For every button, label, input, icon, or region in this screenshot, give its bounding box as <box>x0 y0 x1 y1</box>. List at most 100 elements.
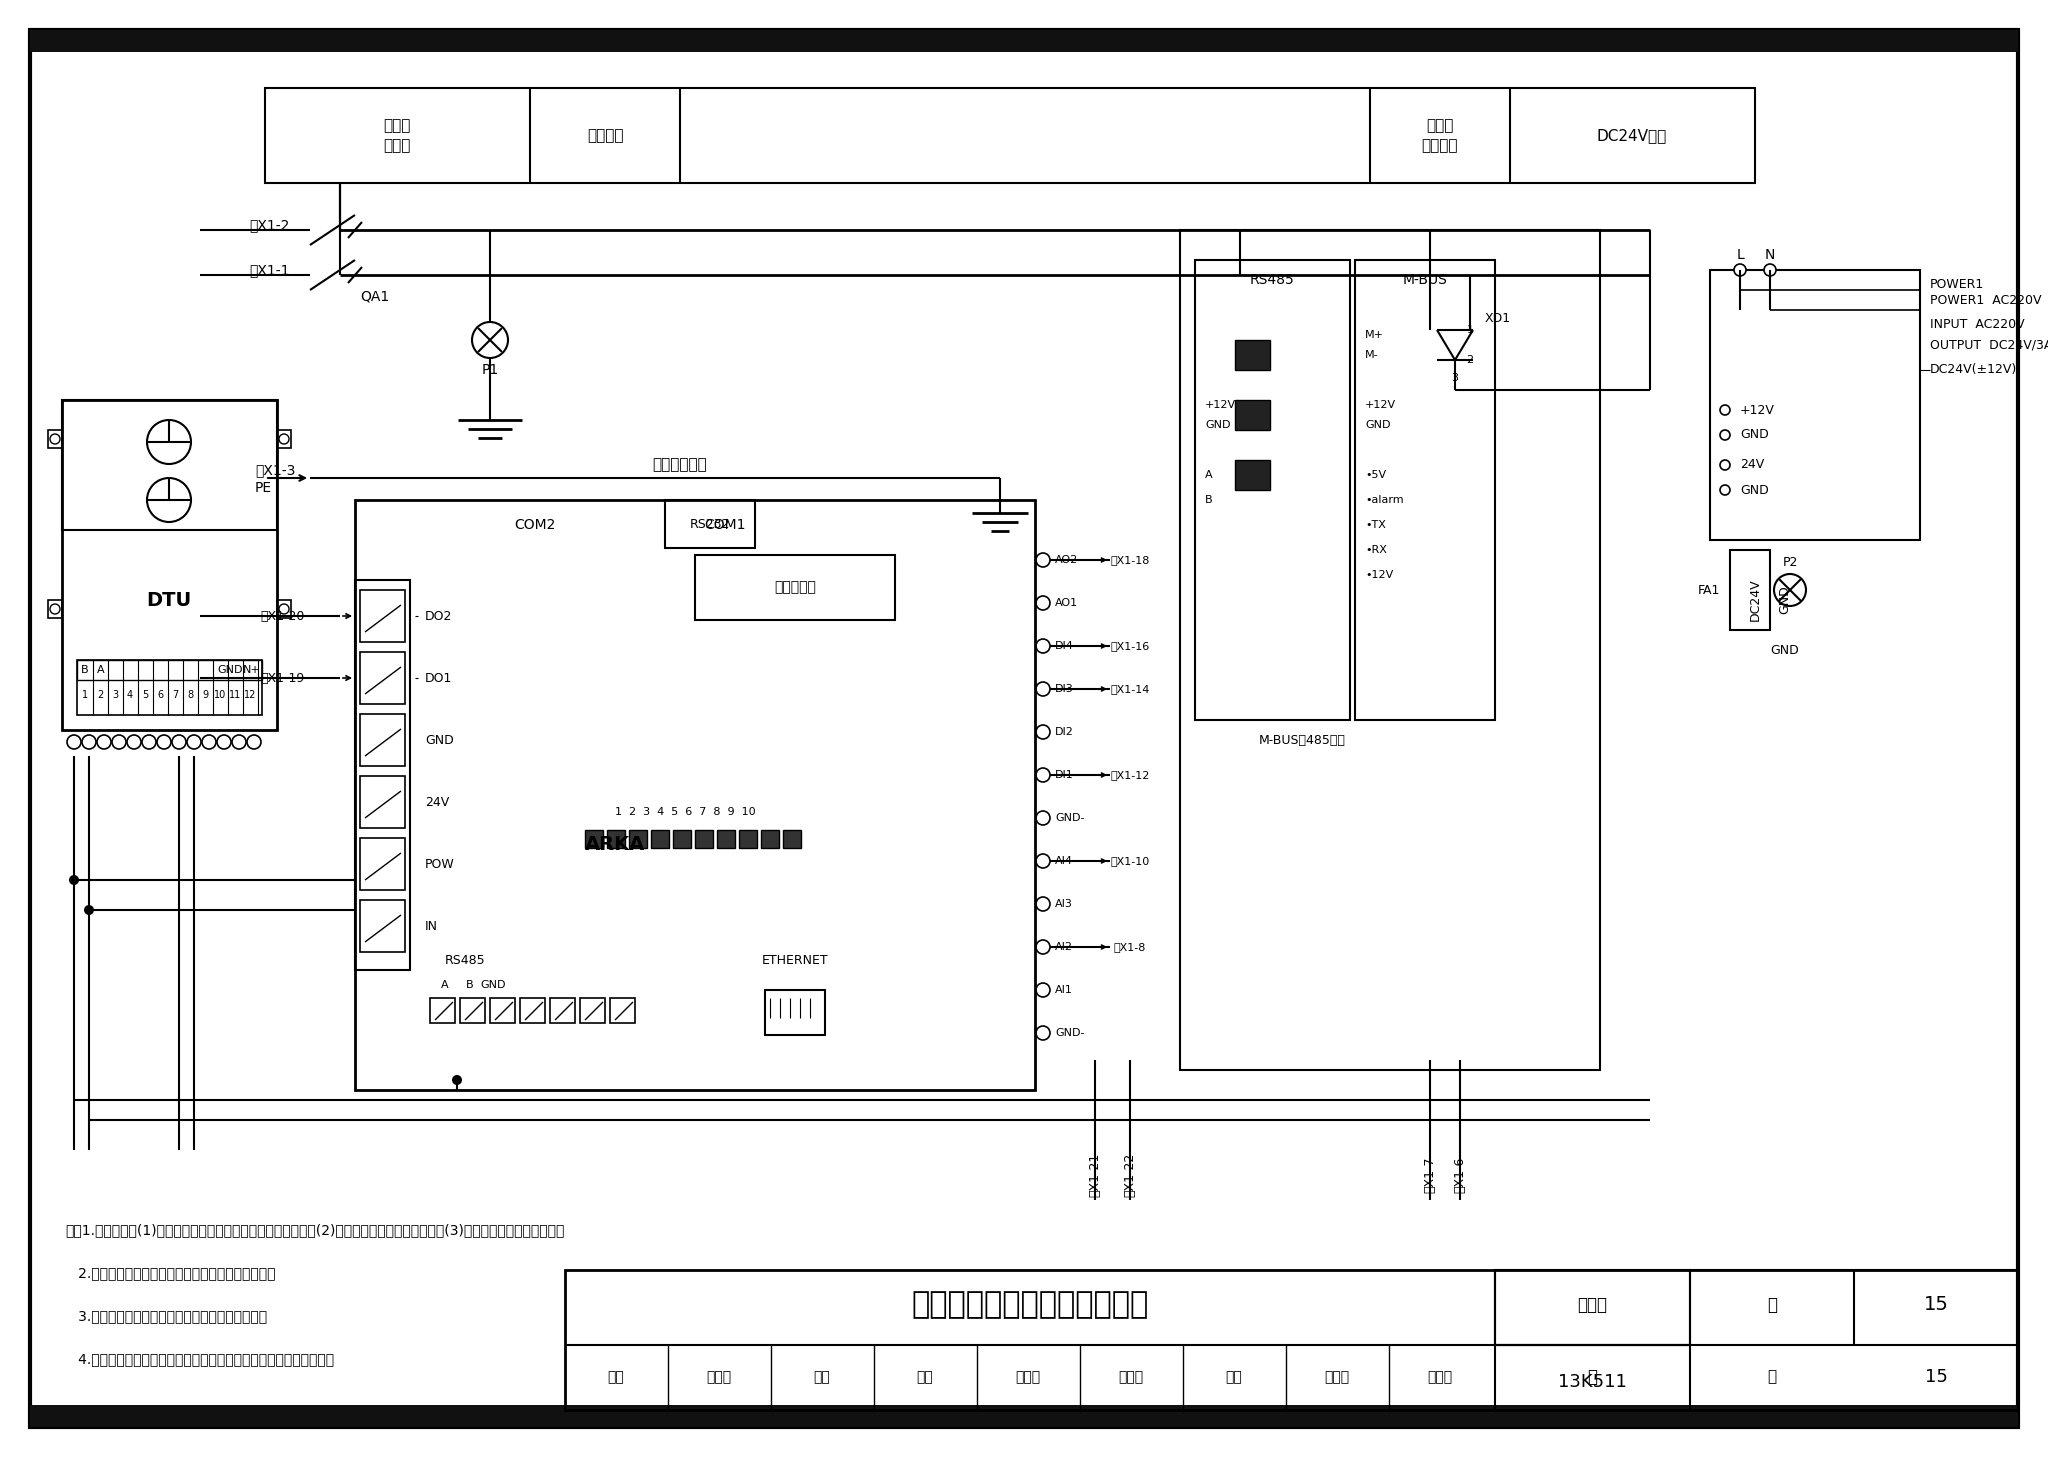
Text: 至X1-2: 至X1-2 <box>250 219 291 232</box>
Bar <box>610 998 635 1023</box>
Bar <box>47 430 61 447</box>
Text: XD1: XD1 <box>1485 312 1511 325</box>
Text: AI2: AI2 <box>1055 943 1073 951</box>
Bar <box>47 600 61 618</box>
Text: 王国毅: 王国毅 <box>707 1370 731 1384</box>
Bar <box>565 1271 2017 1410</box>
Circle shape <box>1763 264 1776 275</box>
Text: 至X1-18: 至X1-18 <box>1110 555 1149 565</box>
Bar <box>1235 339 1270 370</box>
Bar <box>580 998 604 1023</box>
Text: GND: GND <box>1741 484 1769 497</box>
Bar <box>264 87 1755 184</box>
Bar <box>1731 549 1769 629</box>
Text: 2: 2 <box>96 691 102 699</box>
Text: AO2: AO2 <box>1055 555 1077 565</box>
Text: FA1: FA1 <box>1698 583 1720 596</box>
Text: B: B <box>467 981 473 989</box>
Text: 15: 15 <box>1923 1295 1948 1314</box>
Text: 柜内接地母排: 柜内接地母排 <box>653 457 707 472</box>
Text: 单相多级泵系统控制柜电路图: 单相多级泵系统控制柜电路图 <box>911 1291 1149 1320</box>
Text: GND-: GND- <box>1055 1029 1085 1037</box>
Bar <box>461 998 485 1023</box>
Text: 至X1-14: 至X1-14 <box>1110 683 1149 694</box>
Text: GND: GND <box>1772 644 1800 657</box>
Text: 2.可输出控制水泵转速，控制器输出控制水泵启停。: 2.可输出控制水泵转速，控制器输出控制水泵启停。 <box>66 1266 276 1281</box>
Text: A: A <box>96 664 104 675</box>
Bar <box>276 430 291 447</box>
Text: QA1: QA1 <box>360 290 389 305</box>
Text: B: B <box>82 664 88 675</box>
Bar <box>1495 1271 1690 1345</box>
Circle shape <box>1720 430 1731 440</box>
Text: 3.可采集多个模拟量（如温度、压力），并存储。: 3.可采集多个模拟量（如温度、压力），并存储。 <box>66 1308 266 1323</box>
Bar <box>1690 1271 2017 1410</box>
Text: 4: 4 <box>127 691 133 699</box>
Text: 11: 11 <box>229 691 242 699</box>
Text: PE: PE <box>256 481 272 495</box>
Text: B: B <box>1204 495 1212 506</box>
Text: 校对: 校对 <box>918 1370 934 1384</box>
Bar <box>551 998 575 1023</box>
Text: 图集号: 图集号 <box>1577 1295 1608 1314</box>
Text: 调试用: 调试用 <box>1425 118 1454 134</box>
Text: 7: 7 <box>172 691 178 699</box>
Text: •alarm: •alarm <box>1366 495 1403 506</box>
Text: ARKA: ARKA <box>586 835 645 854</box>
Text: 注：1.控制方式：(1)温度控制：室外温度气候补偿、恒温控制；(2)压力控制：恒压、压差控制；(3)手动控制：手动给定频率。: 注：1.控制方式：(1)温度控制：室外温度气候补偿、恒温控制；(2)压力控制：恒… <box>66 1222 565 1237</box>
Bar <box>1356 259 1495 720</box>
Text: 吴晓丹: 吴晓丹 <box>1325 1370 1350 1384</box>
Text: IN: IN <box>426 919 438 932</box>
Bar <box>1180 230 1599 1069</box>
Text: 三孔插座: 三孔插座 <box>1421 138 1458 153</box>
Circle shape <box>1720 485 1731 495</box>
Text: 5: 5 <box>141 691 147 699</box>
Text: P1: P1 <box>481 363 498 377</box>
Bar <box>1235 460 1270 490</box>
Bar <box>694 830 713 848</box>
Circle shape <box>70 876 80 884</box>
Text: 液晶显示屏: 液晶显示屏 <box>774 580 815 594</box>
Text: DI4: DI4 <box>1055 641 1073 651</box>
Text: 钟玺: 钟玺 <box>813 1370 829 1384</box>
Text: 1: 1 <box>82 691 88 699</box>
Text: 页: 页 <box>1767 1370 1776 1384</box>
Bar <box>606 830 625 848</box>
Text: P2: P2 <box>1782 555 1798 568</box>
Text: GND: GND <box>426 733 455 746</box>
Text: GND: GND <box>1366 420 1391 430</box>
Text: 总进线: 总进线 <box>383 118 412 134</box>
Bar <box>586 830 602 848</box>
Text: 至X1-22: 至X1-22 <box>1124 1152 1137 1198</box>
Bar <box>360 838 406 890</box>
Text: 12: 12 <box>244 691 256 699</box>
Text: DO2: DO2 <box>426 609 453 622</box>
Text: GND: GND <box>217 664 244 675</box>
Text: POW: POW <box>426 858 455 870</box>
Text: 3: 3 <box>113 691 119 699</box>
Circle shape <box>453 1075 463 1085</box>
Text: 至X1-3: 至X1-3 <box>256 463 295 476</box>
Bar <box>360 900 406 951</box>
Text: +12V: +12V <box>1366 401 1397 409</box>
Text: POWER1: POWER1 <box>1929 278 1985 291</box>
Text: •12V: •12V <box>1366 570 1393 580</box>
Bar <box>276 600 291 618</box>
Text: 15: 15 <box>1925 1368 1948 1386</box>
Text: ETHERNET: ETHERNET <box>762 953 827 966</box>
Bar <box>1235 401 1270 430</box>
Text: 断路器: 断路器 <box>383 138 412 153</box>
Text: 6: 6 <box>158 691 164 699</box>
Bar <box>31 1405 2017 1426</box>
Text: GND: GND <box>1741 428 1769 441</box>
Text: 至X1-21: 至X1-21 <box>1087 1152 1102 1198</box>
Text: M+: M+ <box>1366 329 1384 339</box>
Text: •5V: •5V <box>1366 471 1386 479</box>
Bar <box>666 500 756 548</box>
Text: 李振宁: 李振宁 <box>1118 1370 1143 1384</box>
Text: 3: 3 <box>1452 373 1458 383</box>
Text: AO1: AO1 <box>1055 597 1077 608</box>
Bar <box>360 590 406 643</box>
Text: 设计: 设计 <box>1225 1370 1243 1384</box>
Text: 10: 10 <box>213 691 225 699</box>
